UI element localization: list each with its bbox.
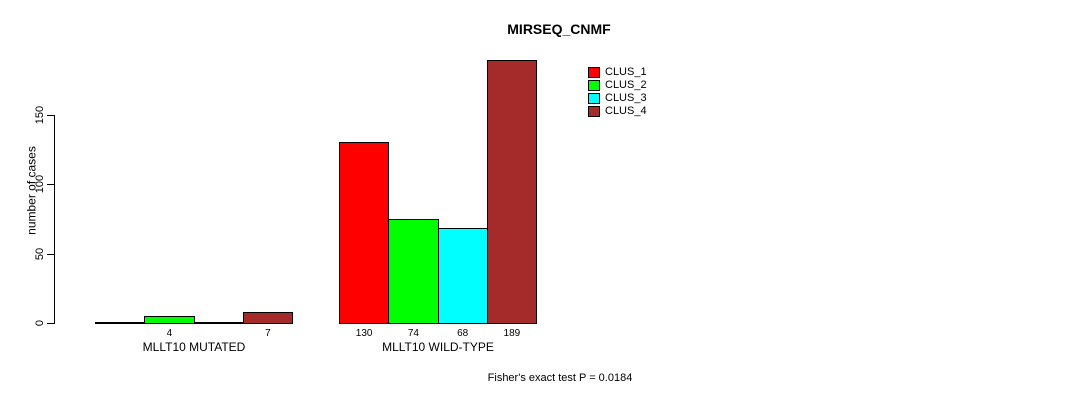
bar-CLUS_1 [339, 141, 390, 324]
category-label: MLLT10 WILD-TYPE [382, 340, 494, 354]
bar-CLUS_4 [242, 312, 293, 324]
legend-swatch-icon [588, 93, 600, 104]
legend-item: CLUS_3 [588, 92, 647, 105]
bar-CLUS_3 [193, 322, 244, 324]
y-tick-label: 150 [34, 105, 46, 125]
legend-item: CLUS_1 [588, 66, 647, 79]
legend-swatch-icon [588, 106, 600, 117]
bar-value-label: 4 [166, 328, 173, 339]
y-tick-label: 50 [34, 247, 46, 260]
y-tick-mark [47, 323, 54, 324]
bar-CLUS_1 [95, 322, 146, 324]
chart-title: MIRSEQ_CNMF [507, 21, 611, 37]
bar-value-label: 74 [407, 328, 419, 339]
stat-test-caption: Fisher's exact test P = 0.0184 [487, 372, 633, 384]
y-tick-mark [47, 184, 54, 186]
bar-value-label: 130 [355, 328, 373, 339]
y-tick-mark [47, 115, 54, 116]
legend-label: CLUS_4 [605, 105, 647, 117]
y-axis-line [54, 115, 55, 324]
legend-item: CLUS_2 [588, 79, 647, 92]
y-tick-label: 100 [34, 175, 46, 194]
y-tick-mark [47, 253, 54, 255]
bar-CLUS_4 [486, 59, 537, 324]
y-tick-label: 0 [34, 319, 46, 327]
legend-label: CLUS_1 [605, 66, 647, 78]
legend-label: CLUS_3 [605, 92, 647, 104]
bar-CLUS_3 [437, 227, 488, 324]
bar-value-label: 7 [265, 328, 271, 339]
bar-CLUS_2 [144, 316, 195, 324]
category-label: MLLT10 MUTATED [142, 340, 246, 354]
legend-label: CLUS_2 [605, 79, 647, 91]
bar-value-label: 189 [503, 328, 521, 339]
bar-value-label: 68 [457, 328, 469, 339]
legend-item: CLUS_4 [588, 105, 647, 118]
legend: CLUS_1 CLUS_2 CLUS_3 CLUS_4 [588, 66, 647, 118]
bar-CLUS_2 [388, 219, 439, 324]
legend-swatch-icon [588, 80, 600, 91]
legend-swatch-icon [588, 67, 600, 78]
